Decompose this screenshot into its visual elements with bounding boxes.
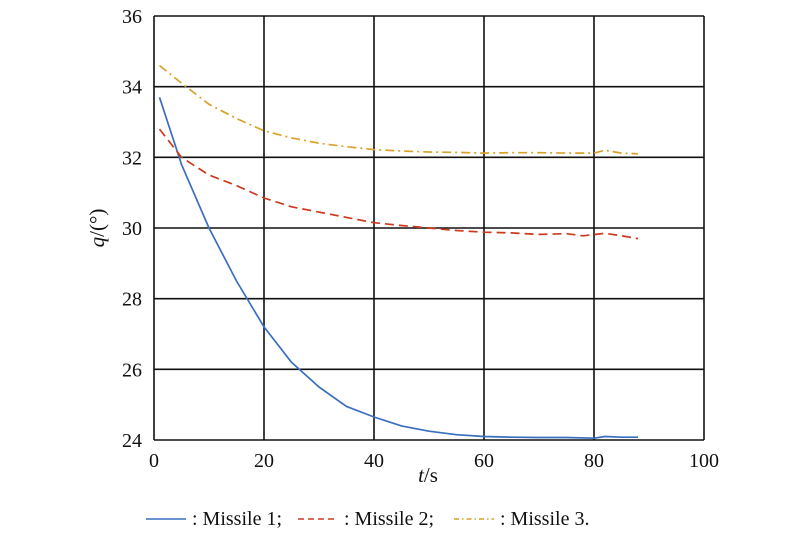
x-tick-label: 20 (254, 450, 274, 472)
legend: : Missile 1; : Missile 2; : Missile 3. (146, 508, 589, 530)
x-tick-label: 60 (474, 450, 494, 472)
legend-label-missile-1: : Missile 1; (192, 508, 282, 530)
series-lines (158, 64, 639, 440)
y-tick-label: 32 (122, 147, 142, 169)
grid (153, 15, 705, 441)
x-axis-label: t/s (418, 463, 438, 487)
series-line-missile-2 (158, 128, 639, 240)
y-tick-label: 26 (122, 359, 142, 381)
x-tick-label: 40 (364, 450, 384, 472)
tick-labels: 0 20 40 60 80 100 24 26 28 30 32 34 36 (122, 6, 719, 472)
y-tick-label: 28 (122, 289, 142, 311)
legend-label-missile-3: : Missile 3. (500, 508, 589, 530)
y-tick-label: 24 (122, 430, 142, 452)
x-tick-label: 100 (689, 450, 719, 472)
y-tick-label: 30 (122, 218, 142, 240)
legend-label-missile-2: : Missile 2; (344, 508, 434, 530)
series-line-missile-3 (158, 64, 639, 155)
x-tick-label: 0 (149, 450, 159, 472)
x-tick-label: 80 (584, 450, 604, 472)
y-tick-label: 36 (122, 6, 142, 28)
y-tick-label: 34 (122, 77, 142, 99)
series-line-missile-1 (158, 97, 638, 440)
y-axis-label: q/(°) (85, 209, 109, 248)
